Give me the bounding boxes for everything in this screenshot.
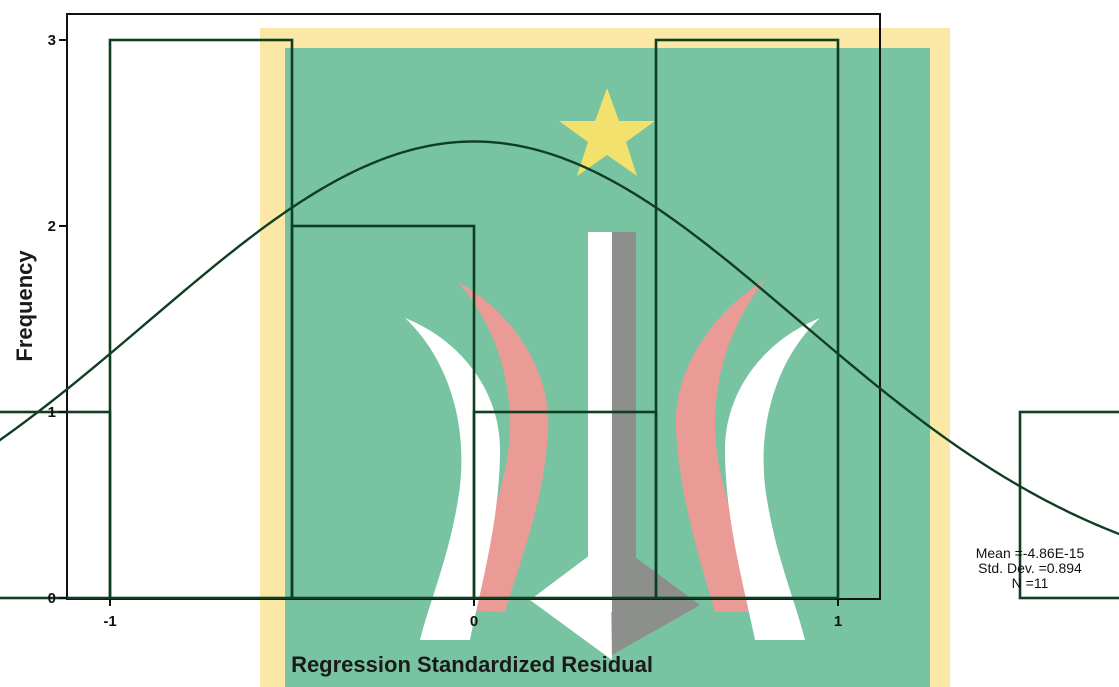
x-tick-label: -1: [103, 613, 116, 630]
histogram-bar: [654, 38, 840, 600]
normal-curve: [0, 140, 1119, 536]
watermark-right-flame: [675, 280, 768, 612]
x-axis-label: Regression Standardized Residual: [291, 652, 653, 677]
histogram-bars: [0, 38, 1119, 600]
y-axis-ticks: 0 1 2 3: [48, 32, 67, 607]
watermark-left-white: [405, 318, 500, 640]
stats-std-dev: Std. Dev. =0.894: [978, 560, 1082, 576]
stats-box: Mean =-4.86E-15 Std. Dev. =0.894 N =11: [946, 546, 1114, 591]
watermark-left-flame: [455, 282, 549, 612]
y-tick-label: 1: [48, 404, 56, 421]
stats-mean: Mean =-4.86E-15: [975, 545, 1085, 561]
watermark-star: [559, 88, 655, 176]
y-tick-label: 2: [48, 218, 56, 235]
histogram-bar: [0, 410, 112, 600]
histogram-bar: [1018, 410, 1119, 600]
watermark-emblem: [260, 28, 950, 687]
x-tick-label: 0: [470, 613, 478, 630]
x-tick-label: 1: [834, 613, 842, 630]
stats-n: N =11: [1011, 575, 1049, 591]
y-axis-label: Frequency: [12, 250, 37, 362]
y-tick-label: 3: [48, 32, 56, 49]
y-tick-label: 0: [48, 590, 56, 607]
watermark-right-white: [725, 318, 820, 640]
x-axis-ticks: -2-1012: [103, 599, 842, 630]
